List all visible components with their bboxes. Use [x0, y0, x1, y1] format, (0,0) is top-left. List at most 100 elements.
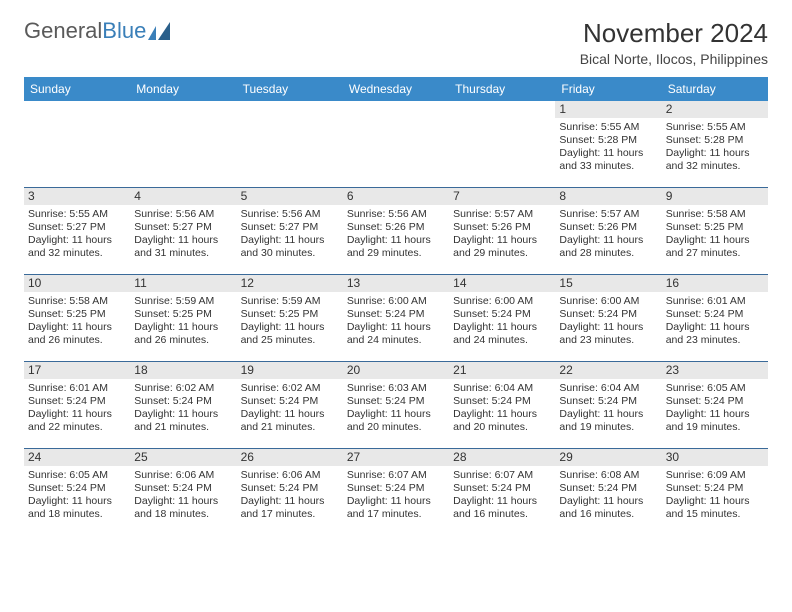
day-cell-29: 29Sunrise: 6:08 AMSunset: 5:24 PMDayligh… — [555, 449, 661, 535]
sunset-line: Sunset: 5:28 PM — [666, 134, 764, 147]
weekday-sunday: Sunday — [24, 77, 130, 101]
sunset-line: Sunset: 5:24 PM — [241, 395, 339, 408]
day-cell-16: 16Sunrise: 6:01 AMSunset: 5:24 PMDayligh… — [662, 275, 768, 361]
day-number: 24 — [24, 449, 130, 466]
week-row: 3 Sunrise: 5:55 AMSunset: 5:27 PM Daylight… — [24, 187, 768, 274]
daylight-line: Daylight: 11 hours and 23 minutes. — [559, 321, 657, 347]
day-number: 8 — [555, 188, 661, 205]
sunrise-line: Sunrise: 5:55 AM — [28, 208, 126, 221]
day-number: 4 — [130, 188, 236, 205]
sunrise-line: Sunrise: 5:56 AM — [134, 208, 232, 221]
daylight-line: Daylight: 11 hours and 21 minutes. — [134, 408, 232, 434]
day-number: 19 — [237, 362, 343, 379]
sunrise-line: Sunrise: 6:07 AM — [347, 469, 445, 482]
daylight-line: Daylight: 11 hours and 26 minutes. — [134, 321, 232, 347]
day-cell-5: 5Sunrise: 5:56 AMSunset: 5:27 PMDaylight… — [237, 188, 343, 274]
day-number: 22 — [555, 362, 661, 379]
sunrise-line: Sunrise: 6:04 AM — [453, 382, 551, 395]
week-row: 1Sunrise: 5:55 AMSunset: 5:28 PMDaylight… — [24, 101, 768, 187]
sunrise-line: Sunrise: 6:02 AM — [241, 382, 339, 395]
day-number: 16 — [662, 275, 768, 292]
daylight-line: Daylight: 11 hours and 20 minutes. — [453, 408, 551, 434]
sunrise-line: Sunrise: 5:58 AM — [28, 295, 126, 308]
day-number: 13 — [343, 275, 449, 292]
weeks-container: 1Sunrise: 5:55 AMSunset: 5:28 PMDaylight… — [24, 101, 768, 535]
sunrise-line: Sunrise: 6:08 AM — [559, 469, 657, 482]
day-cell-8: 8Sunrise: 5:57 AMSunset: 5:26 PMDaylight… — [555, 188, 661, 274]
day-number: 6 — [343, 188, 449, 205]
daylight-line: Daylight: 11 hours and 31 minutes. — [134, 234, 232, 260]
daylight-line: Daylight: 11 hours and 23 minutes. — [666, 321, 764, 347]
sunset-line: Sunset: 5:25 PM — [134, 308, 232, 321]
sunrise-line: Sunrise: 6:06 AM — [241, 469, 339, 482]
day-cell-9: 9Sunrise: 5:58 AMSunset: 5:25 PMDaylight… — [662, 188, 768, 274]
day-number: 25 — [130, 449, 236, 466]
day-number: 11 — [130, 275, 236, 292]
sunrise-line: Sunrise: 6:07 AM — [453, 469, 551, 482]
day-number: 30 — [662, 449, 768, 466]
sunset-line: Sunset: 5:24 PM — [28, 482, 126, 495]
sunset-line: Sunset: 5:24 PM — [559, 395, 657, 408]
daylight-line: Daylight: 11 hours and 26 minutes. — [28, 321, 126, 347]
sunrise-line: Sunrise: 6:02 AM — [134, 382, 232, 395]
sunrise-line: Sunrise: 5:59 AM — [241, 295, 339, 308]
sunrise-line: Sunrise: 6:01 AM — [28, 382, 126, 395]
weekday-wednesday: Wednesday — [343, 77, 449, 101]
daylight-line: Daylight: 11 hours and 15 minutes. — [666, 495, 764, 521]
day-number: 7 — [449, 188, 555, 205]
day-cell-25: 25Sunrise: 6:06 AMSunset: 5:24 PMDayligh… — [130, 449, 236, 535]
sunset-line: Sunset: 5:27 PM — [28, 221, 126, 234]
day-cell-24: 24Sunrise: 6:05 AMSunset: 5:24 PMDayligh… — [24, 449, 130, 535]
sunset-line: Sunset: 5:24 PM — [347, 395, 445, 408]
daylight-line: Daylight: 11 hours and 29 minutes. — [347, 234, 445, 260]
sunrise-line: Sunrise: 6:00 AM — [559, 295, 657, 308]
sunset-line: Sunset: 5:24 PM — [559, 482, 657, 495]
sunrise-line: Sunrise: 6:01 AM — [666, 295, 764, 308]
day-cell-10: 10Sunrise: 5:58 AMSunset: 5:25 PMDayligh… — [24, 275, 130, 361]
daylight-line: Daylight: 11 hours and 32 minutes. — [666, 147, 764, 173]
daylight-line: Daylight: 11 hours and 29 minutes. — [453, 234, 551, 260]
sunset-line: Sunset: 5:24 PM — [453, 395, 551, 408]
sunrise-line: Sunrise: 5:56 AM — [241, 208, 339, 221]
sunset-line: Sunset: 5:24 PM — [347, 308, 445, 321]
day-number: 23 — [662, 362, 768, 379]
page-header: GeneralBlue November 2024 Bical Norte, I… — [24, 18, 768, 67]
daylight-line: Daylight: 11 hours and 17 minutes. — [347, 495, 445, 521]
calendar-page: GeneralBlue November 2024 Bical Norte, I… — [0, 0, 792, 547]
day-number: 20 — [343, 362, 449, 379]
day-cell-2: 2 Sunrise: 5:55 AMSunset: 5:28 PMDaylight… — [662, 101, 768, 187]
day-number: 5 — [237, 188, 343, 205]
sunrise-line: Sunrise: 5:59 AM — [134, 295, 232, 308]
day-number: 28 — [449, 449, 555, 466]
weekday-monday: Monday — [130, 77, 236, 101]
day-cell-19: 19Sunrise: 6:02 AMSunset: 5:24 PMDayligh… — [237, 362, 343, 448]
title-block: November 2024 Bical Norte, Ilocos, Phili… — [580, 18, 768, 67]
day-cell-18: 18Sunrise: 6:02 AMSunset: 5:24 PMDayligh… — [130, 362, 236, 448]
sunset-line: Sunset: 5:25 PM — [666, 221, 764, 234]
day-cell-23: 23Sunrise: 6:05 AMSunset: 5:24 PMDayligh… — [662, 362, 768, 448]
day-number: 3 — [24, 188, 130, 205]
day-cell-22: 22 Sunrise: 6:04 AMSunset: 5:24 PMDayligh… — [555, 362, 661, 448]
empty-cell — [449, 101, 555, 187]
day-number: 2 — [662, 101, 768, 118]
sunrise-line: Sunrise: 6:03 AM — [347, 382, 445, 395]
day-number: 29 — [555, 449, 661, 466]
sunrise-line: Sunrise: 6:09 AM — [666, 469, 764, 482]
daylight-line: Daylight: 11 hours and 18 minutes. — [28, 495, 126, 521]
sunrise-line: Sunrise: 5:56 AM — [347, 208, 445, 221]
sunrise-line: Sunrise: 6:00 AM — [347, 295, 445, 308]
sunrise-line: Sunrise: 6:00 AM — [453, 295, 551, 308]
sunset-line: Sunset: 5:26 PM — [559, 221, 657, 234]
daylight-line: Daylight: 11 hours and 27 minutes. — [666, 234, 764, 260]
daylight-line: Daylight: 11 hours and 19 minutes. — [666, 408, 764, 434]
week-row: 17Sunrise: 6:01 AMSunset: 5:24 PMDayligh… — [24, 361, 768, 448]
daylight-line: Daylight: 11 hours and 19 minutes. — [559, 408, 657, 434]
sunrise-line: Sunrise: 5:57 AM — [559, 208, 657, 221]
day-cell-7: 7Sunrise: 5:57 AMSunset: 5:26 PMDaylight… — [449, 188, 555, 274]
sunrise-line: Sunrise: 5:55 AM — [666, 121, 764, 134]
sunrise-line: Sunrise: 6:04 AM — [559, 382, 657, 395]
sunset-line: Sunset: 5:24 PM — [241, 482, 339, 495]
sunset-line: Sunset: 5:24 PM — [134, 395, 232, 408]
sunset-line: Sunset: 5:24 PM — [28, 395, 126, 408]
sunset-line: Sunset: 5:26 PM — [453, 221, 551, 234]
